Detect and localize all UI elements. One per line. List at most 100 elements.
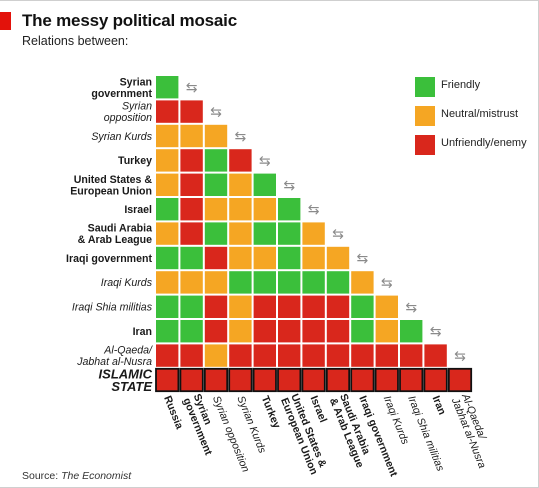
cell-iraqi-shia-militias-united-states-european-union — [278, 295, 301, 318]
diagonal-arrow-icon: ⇆ — [308, 202, 320, 218]
cell-iran-syrian-kurds — [229, 320, 252, 343]
cell-islamic-state-iraqi-government — [350, 367, 375, 393]
cell-islamic-state-syrian-kurds — [228, 367, 253, 393]
cell-syrian-opposition-syrian-government — [180, 100, 203, 123]
cell-iraqi-government-syrian-kurds — [229, 246, 252, 270]
cell-iraqi-shia-militias-israel — [302, 295, 325, 318]
cell-al-qaeda-jabhat-al-nusra-russia — [156, 344, 179, 367]
chart-title: The messy political mosaic — [22, 11, 237, 30]
diagonal-arrow-icon: ⇆ — [430, 324, 442, 340]
cell-saudi-arabia-arab-league-israel — [302, 222, 325, 245]
legend-swatch-friendly — [414, 76, 436, 98]
cell-israel-russia — [156, 198, 179, 221]
cell-iraqi-shia-militias-iraqi-government — [351, 295, 374, 318]
row-label-iran: Iran — [133, 326, 152, 338]
source-name: The Economist — [61, 470, 132, 482]
svg-text:Al-Qaeda/Jabhat al-Nusra: Al-Qaeda/Jabhat al-Nusra — [448, 391, 498, 470]
cell-islamic-state-syrian-opposition — [203, 367, 229, 393]
cell-iraqi-government-syrian-government — [180, 246, 203, 270]
cell-iraqi-kurds-syrian-government — [180, 271, 203, 294]
cell-iraqi-shia-militias-syrian-opposition — [204, 295, 228, 318]
cell-iraqi-kurds-syrian-opposition — [204, 271, 228, 294]
cell-al-qaeda-jabhat-al-nusra-saudi-arabia-arab-league — [326, 344, 350, 367]
cell-al-qaeda-jabhat-al-nusra-syrian-government — [180, 344, 203, 367]
legend-label-unfriendly: Unfriendly/enemy — [441, 137, 527, 149]
cell-saudi-arabia-arab-league-syrian-government — [180, 222, 203, 245]
row-label-iraqi-kurds: Iraqi Kurds — [101, 277, 153, 289]
cell-al-qaeda-jabhat-al-nusra-turkey — [253, 344, 276, 367]
cell-united-states-european-union-russia — [156, 173, 179, 196]
cell-turkey-syrian-government — [180, 149, 203, 172]
cell-iraqi-shia-militias-saudi-arabia-arab-league — [326, 295, 350, 318]
cell-iraqi-shia-militias-russia — [156, 295, 179, 318]
cell-iran-iraqi-shia-militias — [400, 320, 423, 343]
cell-iraqi-government-saudi-arabia-arab-league — [326, 246, 350, 270]
cell-united-states-european-union-syrian-opposition — [204, 173, 228, 196]
cell-iraqi-kurds-russia — [156, 271, 179, 294]
cell-islamic-state-al-qaeda-jabhat-al-nusra — [447, 367, 473, 393]
row-label-syrian-kurds: Syrian Kurds — [91, 131, 152, 143]
source-note: Source: The Economist — [22, 470, 131, 482]
cell-saudi-arabia-arab-league-turkey — [253, 222, 276, 245]
row-label-saudi-arabia-arab-league: Saudi Arabia & Arab League — [78, 223, 152, 247]
cell-iran-syrian-government — [180, 320, 203, 343]
cell-iran-israel — [302, 320, 325, 343]
cell-al-qaeda-jabhat-al-nusra-iran — [424, 344, 447, 367]
legend-swatch-neutral — [414, 105, 436, 127]
legend-label-friendly: Friendly — [441, 79, 481, 91]
cell-israel-syrian-opposition — [204, 198, 228, 221]
cell-iraqi-kurds-united-states-european-union — [278, 271, 301, 294]
diagonal-arrow-icon: ⇆ — [259, 153, 271, 169]
cell-al-qaeda-jabhat-al-nusra-iraqi-government — [351, 344, 374, 367]
cell-iran-syrian-opposition — [204, 320, 228, 343]
cell-syrian-kurds-syrian-opposition — [204, 124, 228, 148]
cell-iran-turkey — [253, 320, 276, 343]
cell-iraqi-kurds-syrian-kurds — [229, 271, 252, 294]
cell-iran-saudi-arabia-arab-league — [326, 320, 350, 343]
diagonal-arrow-icon: ⇆ — [186, 80, 198, 96]
cell-united-states-european-union-turkey — [253, 173, 276, 196]
diagonal-arrow-icon: ⇆ — [381, 275, 393, 291]
cell-iraqi-kurds-iraqi-government — [351, 271, 374, 294]
cell-israel-syrian-kurds — [229, 198, 252, 221]
chart-subtitle: Relations between: — [22, 34, 129, 48]
diagonal-arrow-icon: ⇆ — [210, 105, 222, 121]
cell-iran-iraqi-government — [351, 320, 374, 343]
cell-islamic-state-iran — [423, 367, 448, 393]
cell-islamic-state-israel — [301, 367, 326, 393]
cell-iraqi-shia-militias-turkey — [253, 295, 276, 318]
cell-israel-turkey — [253, 198, 276, 221]
cell-iraqi-shia-militias-syrian-government — [180, 295, 203, 318]
cell-islamic-state-turkey — [252, 367, 277, 393]
cell-iraqi-government-turkey — [253, 246, 276, 270]
cell-iraqi-kurds-israel — [302, 271, 325, 294]
row-label-islamic-state: ISLAMIC STATE — [99, 366, 153, 394]
cell-iran-iraqi-kurds — [375, 320, 398, 343]
diagonal-arrow-icon: ⇆ — [405, 300, 417, 316]
cell-al-qaeda-jabhat-al-nusra-syrian-opposition — [204, 344, 228, 367]
cell-syrian-opposition-russia — [156, 100, 179, 123]
row-label-israel: Israel — [124, 204, 152, 216]
legend-swatch-unfriendly — [414, 134, 436, 156]
cell-syrian-kurds-syrian-government — [180, 124, 203, 148]
row-label-united-states-european-union: United States & European Union — [70, 174, 152, 198]
cell-iraqi-shia-militias-syrian-kurds — [229, 295, 252, 318]
cell-iraqi-government-russia — [156, 246, 179, 270]
cell-turkey-russia — [156, 149, 179, 172]
diagonal-arrow-icon: ⇆ — [235, 129, 247, 145]
cell-islamic-state-saudi-arabia-arab-league — [325, 367, 351, 393]
cell-al-qaeda-jabhat-al-nusra-israel — [302, 344, 325, 367]
cell-al-qaeda-jabhat-al-nusra-syrian-kurds — [229, 344, 252, 367]
diagonal-arrow-icon: ⇆ — [357, 251, 369, 267]
diagonal-arrow-icon: ⇆ — [283, 178, 295, 194]
cell-islamic-state-iraqi-shia-militias — [399, 367, 424, 393]
diagonal-arrow-icon: ⇆ — [454, 349, 466, 365]
row-label-syrian-government: Syrian government — [91, 76, 152, 100]
brand-tab — [0, 12, 11, 30]
source-prefix: Source: — [22, 470, 59, 482]
cell-saudi-arabia-arab-league-russia — [156, 222, 179, 245]
cell-iraqi-shia-militias-iraqi-kurds — [375, 295, 398, 318]
cell-saudi-arabia-arab-league-syrian-opposition — [204, 222, 228, 245]
cell-saudi-arabia-arab-league-syrian-kurds — [229, 222, 252, 245]
